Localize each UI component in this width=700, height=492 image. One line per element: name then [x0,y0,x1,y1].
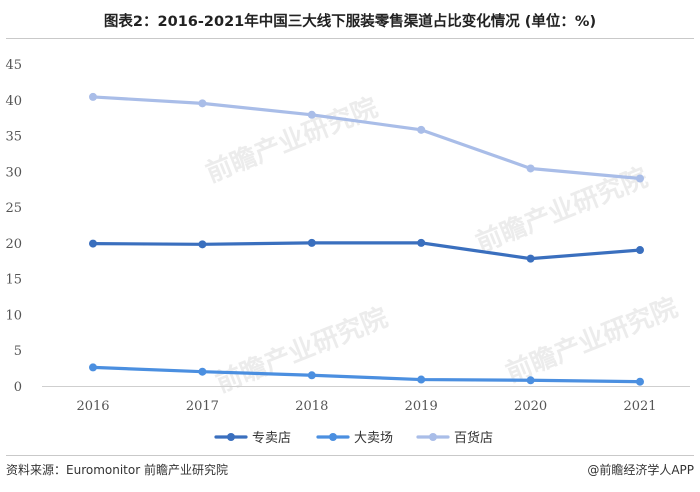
data-point [417,375,426,384]
y-tick-label: 20 [5,237,22,252]
legend-label: 专卖店 [252,431,291,446]
source-note: 资料来源：Euromonitor 前瞻产业研究院 [6,463,228,477]
data-point [636,377,644,386]
data-point [198,99,207,108]
x-tick-label: 2017 [186,399,219,414]
data-point [417,238,426,247]
data-point [526,164,535,173]
data-point [526,376,535,385]
legend-label: 大卖场 [354,431,393,446]
x-tick-label: 2016 [76,399,109,414]
brand-label: @前瞻经济学人APP [587,463,694,477]
title-divider [6,38,694,39]
data-point [198,367,207,376]
legend-marker [429,433,437,441]
y-tick-label: 30 [5,165,22,180]
y-tick-label: 35 [5,130,22,145]
series-line [91,241,642,261]
series-line [91,95,642,181]
data-point [636,246,644,255]
data-point [307,238,316,247]
x-tick-label: 2020 [514,399,547,414]
footer-divider [6,455,694,456]
data-point [89,92,97,101]
y-tick-label: 40 [5,94,22,109]
x-tick-label: 2021 [623,399,656,414]
data-point [89,363,97,372]
line-chart: 0 5 10 15 20 25 30 35 40 45 2016 2017 2018 2019 2020 20… [5,58,690,446]
series-line [91,365,642,384]
chart-title: 图表2：2016-2021年中国三大线下服装零售渠道占比变化情况 (单位：%) [103,14,597,30]
data-point [307,371,316,380]
x-tick-label: 2019 [405,399,438,414]
data-point [89,239,97,248]
y-tick-label: 15 [5,273,22,288]
y-tick-label: 25 [5,201,22,216]
x-tick-label: 2018 [295,399,328,414]
data-point [307,110,316,119]
legend-marker [227,433,235,441]
legend-label: 百货店 [454,430,493,446]
y-tick-label: 10 [5,308,22,323]
y-tick-label: 0 [14,380,22,395]
data-point [526,254,535,263]
y-tick-label: 5 [14,344,22,359]
data-point [636,174,644,183]
data-point [417,125,426,134]
legend-marker [329,433,337,441]
data-point [198,240,207,249]
y-tick-label: 45 [5,58,22,73]
